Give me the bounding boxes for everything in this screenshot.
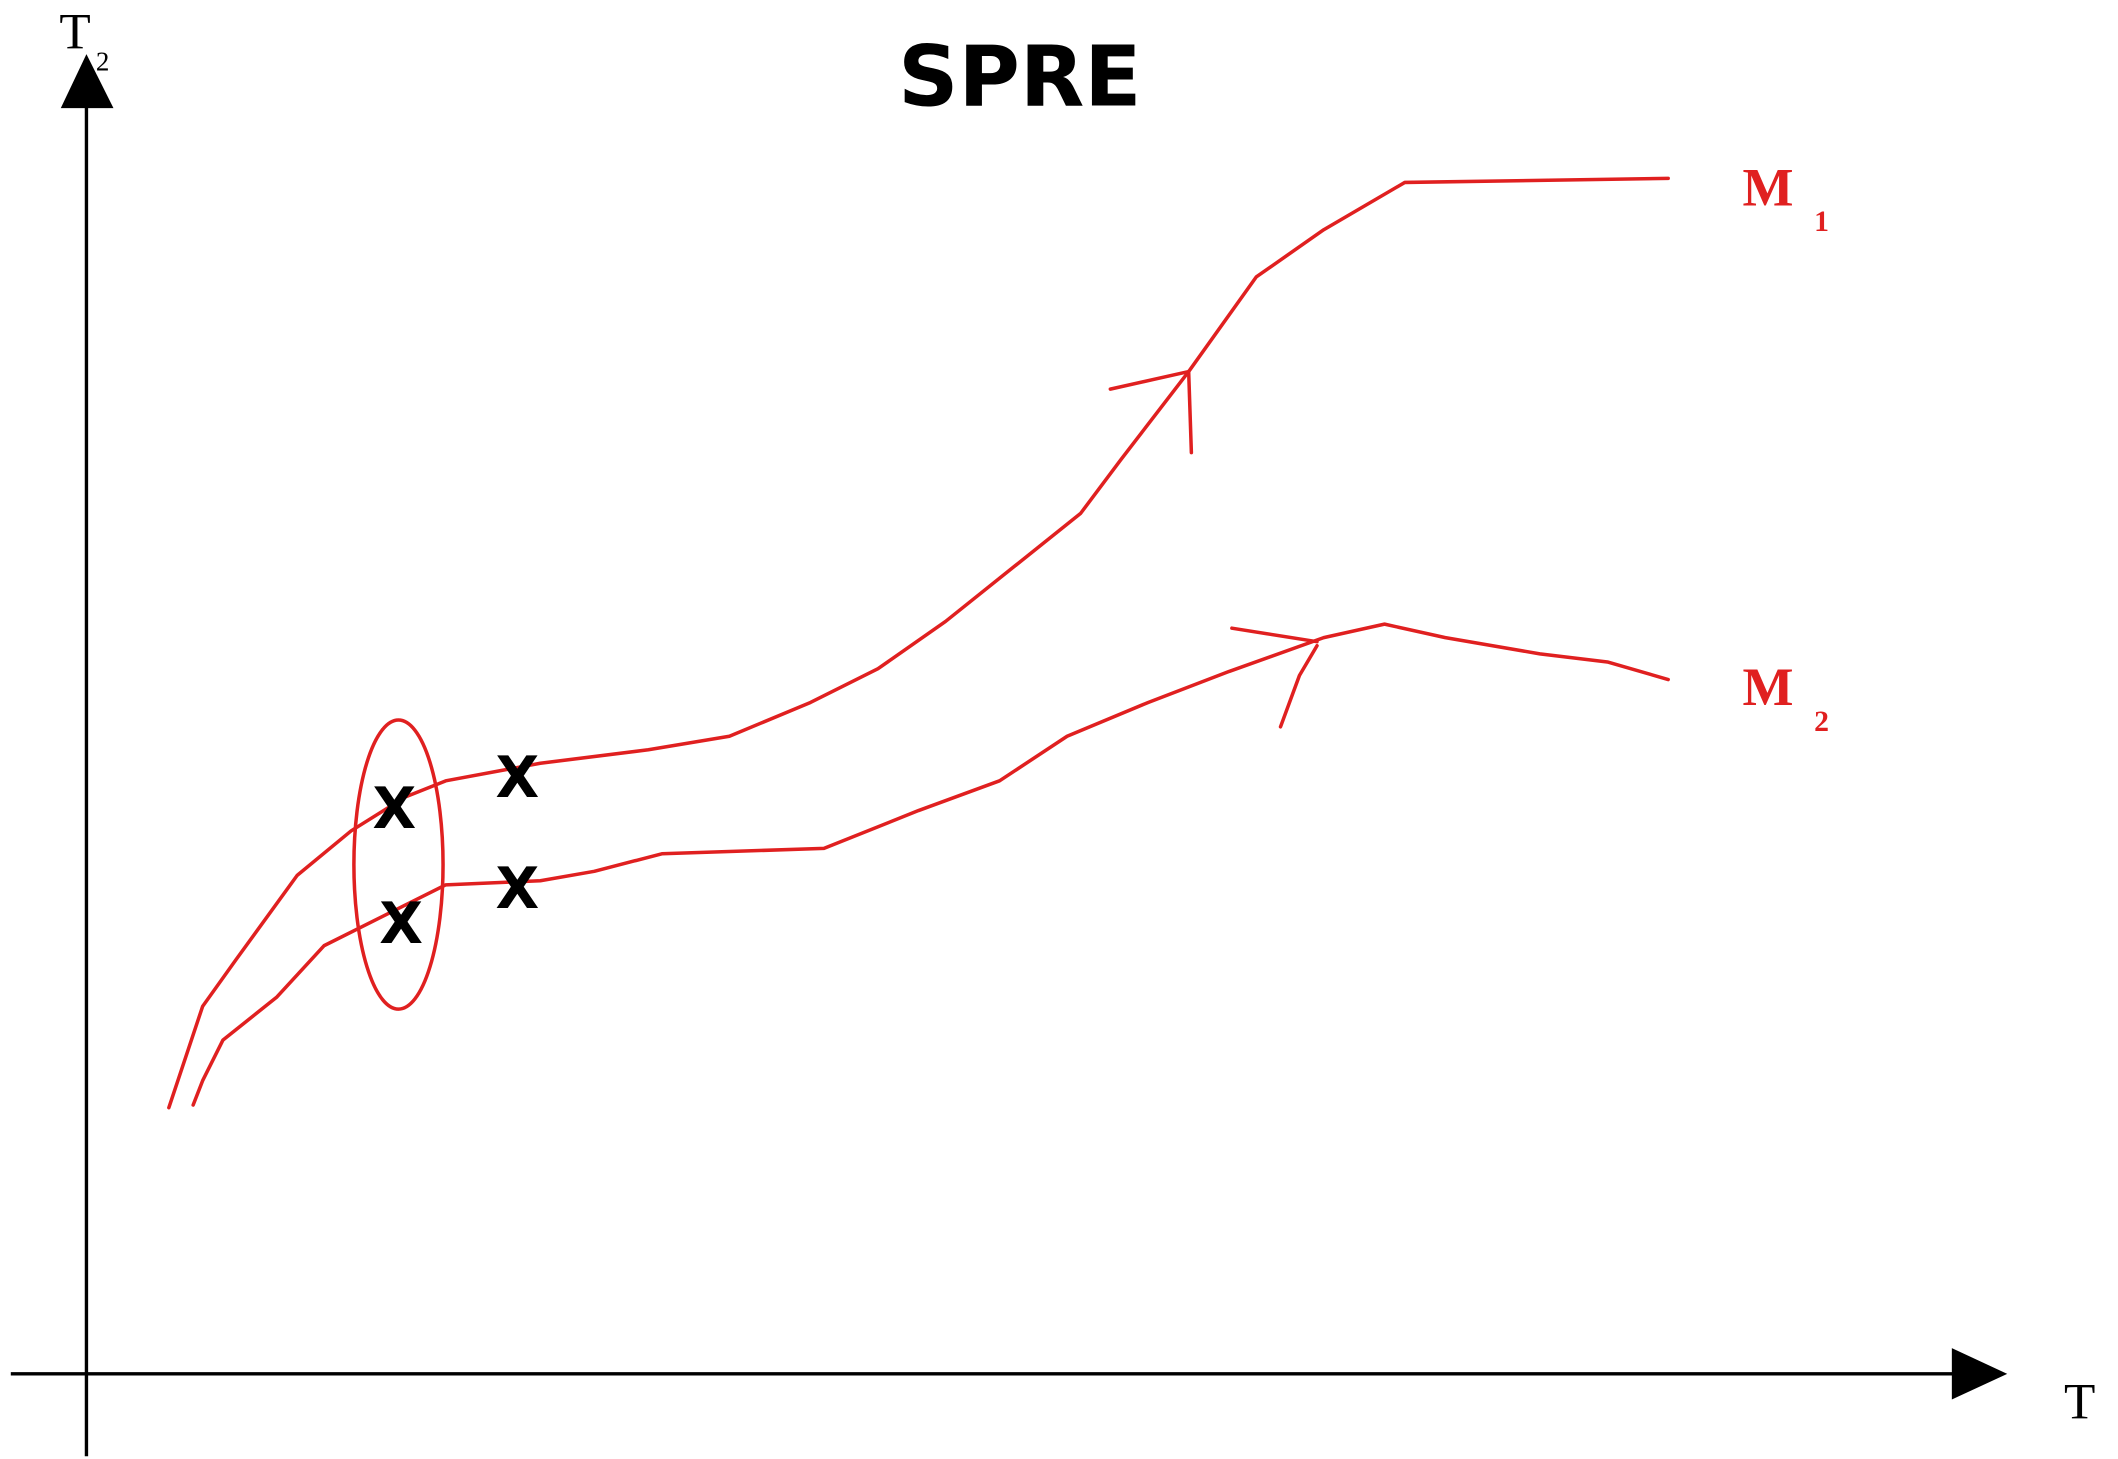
curve-m2 <box>191 622 1670 1107</box>
marker: X <box>495 745 539 811</box>
title: SPRE <box>898 27 1141 125</box>
curve-m1 <box>167 176 1670 1110</box>
curve-label: M <box>1742 157 1793 217</box>
y-axis-subscript: 2 <box>96 46 110 76</box>
curve-subscript: 1 <box>1814 206 1829 238</box>
marker: X <box>373 776 417 842</box>
marker: X <box>379 891 423 957</box>
y-axis-arrow <box>60 54 114 109</box>
ellipse <box>352 718 445 1011</box>
arrow-m2 <box>1230 626 1319 729</box>
x-axis-label: T <box>2064 1373 2095 1430</box>
marker: X <box>495 856 539 922</box>
x-axis-arrow <box>1951 1348 2008 1400</box>
y-axis-label: T <box>59 4 90 61</box>
curve-subscript: 2 <box>1814 706 1829 738</box>
curve-label: M <box>1742 657 1793 717</box>
arrow-m1 <box>1108 369 1194 455</box>
